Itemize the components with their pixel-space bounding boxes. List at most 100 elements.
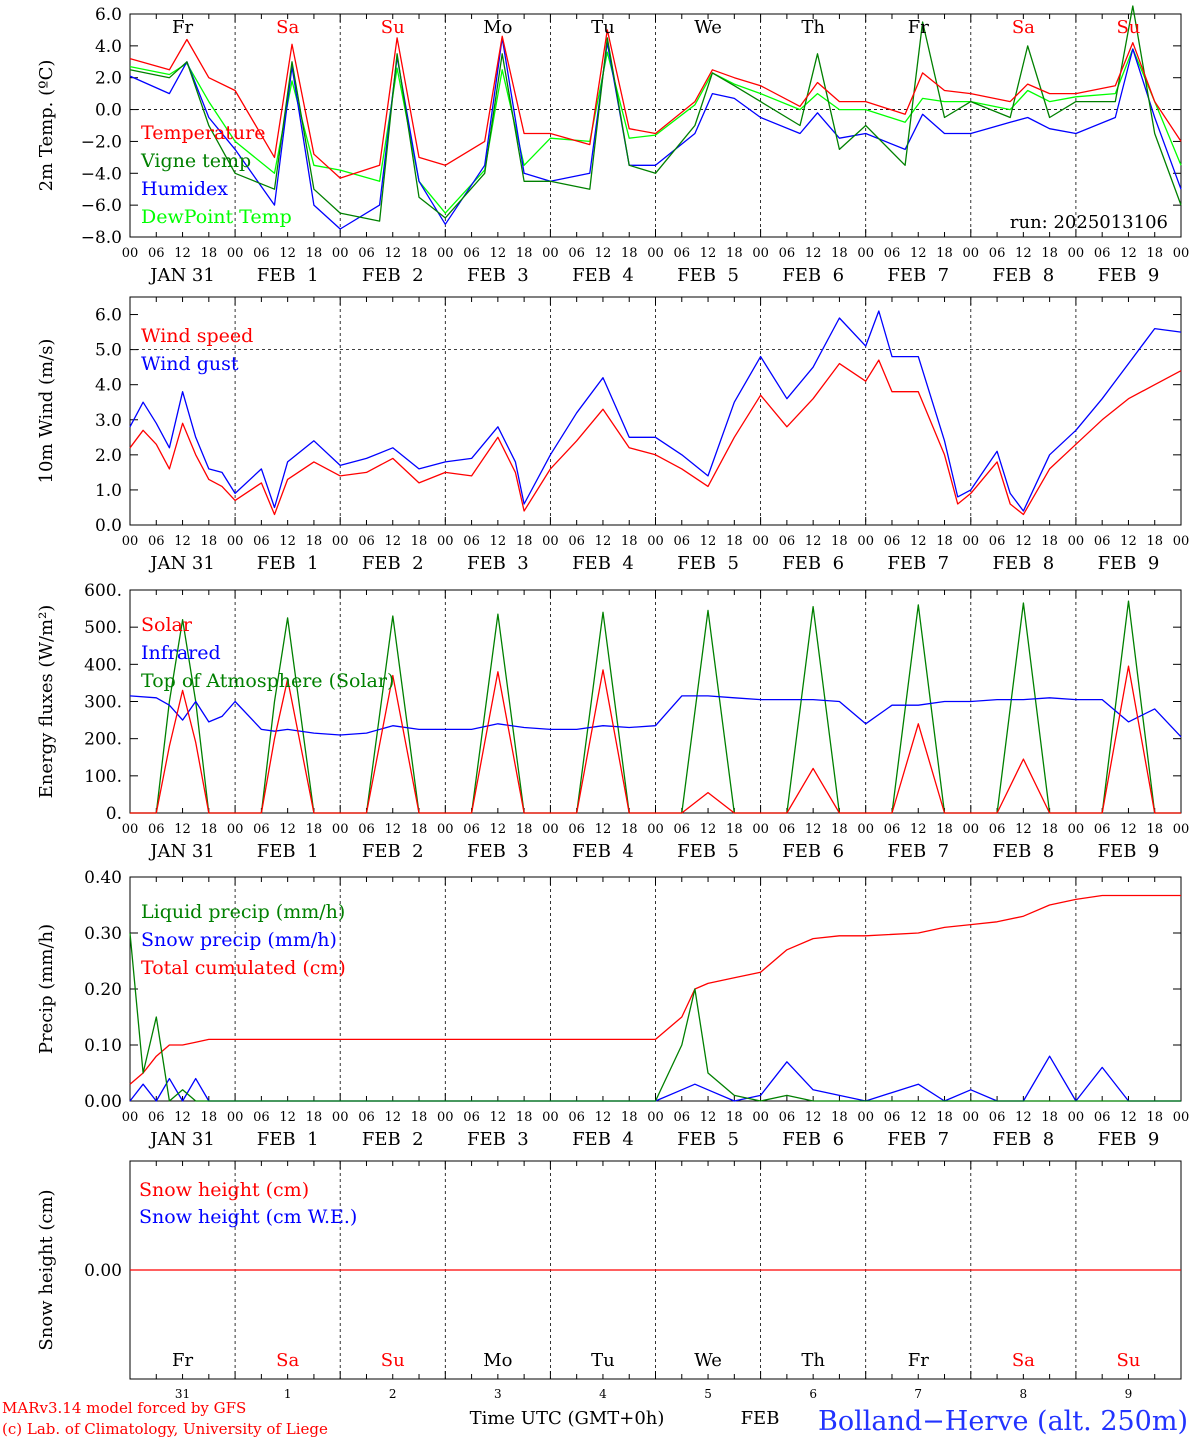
bottom-weekday-label: Fr [908,1350,929,1371]
temp-hour-label: 06 [568,246,585,261]
temp-hour-label: 18 [411,246,428,261]
wind-hour-label: 00 [1173,534,1190,549]
wind-hour-label: 12 [910,534,927,549]
temp-hour-label: 00 [227,246,244,261]
energy-y-tick-label: 0. [106,804,122,824]
bottom-weekday-label: Tu [591,1350,615,1371]
precip-hour-label: 12 [279,1110,296,1125]
precip-day-label: FEB 5 [677,1129,739,1150]
wind-y-tick-label: 2.0 [95,446,122,466]
energy-day-label: FEB 3 [467,841,529,862]
energy-hour-label: 00 [542,822,559,837]
precip-day-label: FEB 2 [362,1129,424,1150]
precip-hour-label: 12 [910,1110,927,1125]
precip-day-label: FEB 9 [1098,1129,1160,1150]
wind-hour-label: 00 [542,534,559,549]
temp-hour-label: 06 [358,246,375,261]
temp-hour-label: 18 [1146,246,1163,261]
precip-y-tick-label: 0.40 [84,868,122,888]
temp-series-line [129,29,1182,179]
temp-hour-label: 00 [122,246,139,261]
bottom-weekday-label: We [694,1350,722,1371]
wind-day-label: JAN 31 [148,553,215,574]
precip-day-label: FEB 7 [887,1129,949,1150]
temp-hour-label: 12 [174,246,191,261]
energy-hour-label: 18 [726,822,743,837]
energy-hour-label: 12 [279,822,296,837]
energy-y-tick-label: 400. [84,655,122,675]
energy-hour-label: 12 [595,822,612,837]
precip-hour-label: 12 [174,1110,191,1125]
bottom-weekday-label: Mo [483,1350,512,1371]
wind-hour-label: 06 [568,534,585,549]
wind-day-label: FEB 9 [1098,553,1160,574]
temp-hour-label: 00 [542,246,559,261]
model-credit: MARv3.14 model forced by GFS [2,1399,246,1417]
weekday-label: Su [1116,17,1140,38]
precip-y-tick-label: 0.20 [84,980,122,1000]
wind-hour-label: 06 [884,534,901,549]
wind-day-label: FEB 3 [467,553,529,574]
temp-legend-entry: Humidex [141,178,228,200]
energy-hour-label: 06 [568,822,585,837]
energy-hour-label: 06 [989,822,1006,837]
temp-hour-label: 12 [595,246,612,261]
precip-hour-label: 06 [463,1110,480,1125]
temp-day-label: FEB 2 [362,265,424,286]
wind-hour-label: 18 [621,534,638,549]
precip-hour-label: 06 [779,1110,796,1125]
energy-hour-label: 06 [884,822,901,837]
energy-hour-label: 00 [227,822,244,837]
temp-hour-label: 12 [384,246,401,261]
weekday-label: Th [801,17,825,38]
wind-hour-label: 12 [805,534,822,549]
energy-day-label: FEB 9 [1098,841,1160,862]
wind-hour-label: 12 [595,534,612,549]
wind-hour-label: 18 [306,534,323,549]
snow-y-axis-label: Snow height (cm) [36,1189,57,1350]
energy-hour-label: 06 [463,822,480,837]
temp-hour-label: 00 [752,246,769,261]
energy-y-tick-label: 300. [84,693,122,713]
month-label: FEB [741,1408,780,1429]
energy-hour-label: 12 [1120,822,1137,837]
precip-hour-label: 12 [700,1110,717,1125]
wind-hour-label: 18 [936,534,953,549]
bottom-day-number: 5 [704,1387,712,1401]
precip-hour-label: 00 [1173,1110,1190,1125]
energy-plot-frame [129,589,1182,814]
energy-hour-label: 12 [384,822,401,837]
energy-legend-entry: Infrared [141,642,221,664]
precip-hour-label: 06 [884,1110,901,1125]
temp-hour-label: 00 [1068,246,1085,261]
x-axis-title: Time UTC (GMT+0h) [470,1408,665,1429]
wind-hour-label: 12 [174,534,191,549]
temp-hour-label: 12 [700,246,717,261]
precip-hour-label: 00 [332,1110,349,1125]
precip-hour-label: 18 [411,1110,428,1125]
wind-hour-label: 18 [411,534,428,549]
temp-y-tick-label: −8.0 [81,228,122,248]
temp-hour-label: 12 [910,246,927,261]
energy-hour-label: 00 [437,822,454,837]
energy-hour-label: 18 [1041,822,1058,837]
temp-hour-label: 00 [647,246,664,261]
bottom-day-number: 1 [284,1387,292,1401]
energy-hour-label: 00 [122,822,139,837]
temp-legend-entry: DewPoint Temp [141,206,292,228]
bottom-day-number: 4 [599,1387,607,1401]
wind-hour-label: 18 [831,534,848,549]
temp-hour-label: 00 [963,246,980,261]
energy-hour-label: 18 [411,822,428,837]
energy-day-label: FEB 5 [677,841,739,862]
wind-hour-label: 06 [989,534,1006,549]
wind-hour-label: 00 [437,534,454,549]
bottom-weekday-label: Fr [172,1350,193,1371]
wind-hour-label: 06 [463,534,480,549]
precip-hour-label: 06 [1094,1110,1111,1125]
precip-y-axis-label: Precip (mm/h) [36,924,57,1054]
temp-day-label: FEB 3 [467,265,529,286]
temp-hour-label: 06 [779,246,796,261]
bottom-day-number: 6 [809,1387,817,1401]
temp-y-tick-label: −2.0 [81,132,122,152]
